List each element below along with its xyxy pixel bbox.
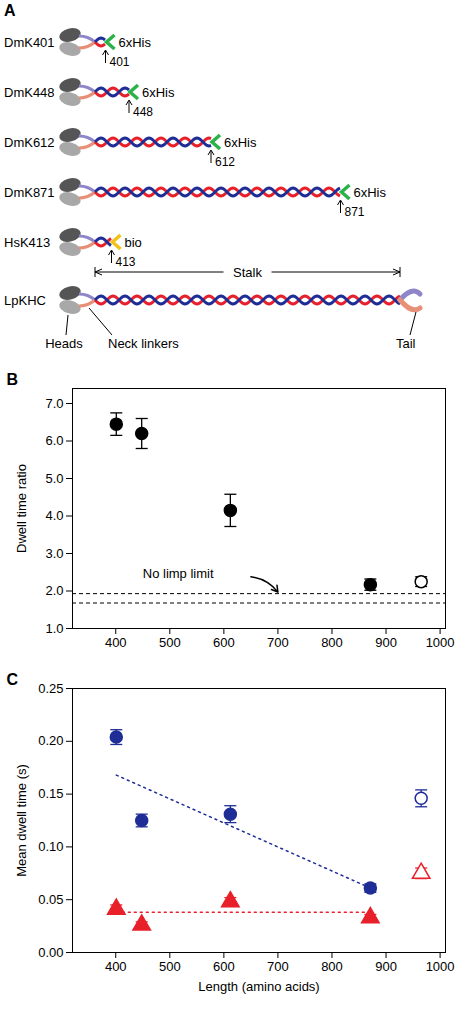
svg-text:0.00: 0.00 bbox=[38, 945, 63, 960]
svg-text:2.0: 2.0 bbox=[45, 583, 63, 598]
svg-text:6.0: 6.0 bbox=[45, 433, 63, 448]
svg-text:3.0: 3.0 bbox=[45, 546, 63, 561]
svg-text:448: 448 bbox=[133, 105, 153, 119]
svg-text:612: 612 bbox=[215, 155, 235, 169]
svg-text:7.0: 7.0 bbox=[45, 396, 63, 411]
svg-text:800: 800 bbox=[321, 959, 343, 974]
svg-text:700: 700 bbox=[267, 635, 289, 650]
svg-text:Tail: Tail bbox=[396, 336, 416, 351]
svg-text:0.20: 0.20 bbox=[38, 733, 63, 748]
svg-text:0.25: 0.25 bbox=[38, 681, 63, 696]
svg-text:5.0: 5.0 bbox=[45, 471, 63, 486]
svg-text:400: 400 bbox=[105, 959, 127, 974]
svg-text:DmK871: DmK871 bbox=[4, 185, 55, 200]
svg-text:Heads: Heads bbox=[45, 336, 83, 351]
svg-text:900: 900 bbox=[375, 959, 397, 974]
svg-text:4.0: 4.0 bbox=[45, 508, 63, 523]
svg-text:0.15: 0.15 bbox=[38, 786, 63, 801]
svg-text:400: 400 bbox=[105, 635, 127, 650]
svg-text:No limp limit: No limp limit bbox=[143, 566, 214, 581]
svg-text:413: 413 bbox=[116, 255, 136, 269]
svg-text:1000: 1000 bbox=[426, 635, 455, 650]
svg-text:LpKHC: LpKHC bbox=[4, 293, 46, 308]
svg-text:Dwell time ratio: Dwell time ratio bbox=[14, 464, 29, 553]
svg-text:700: 700 bbox=[267, 959, 289, 974]
svg-text:B: B bbox=[7, 371, 19, 388]
svg-text:500: 500 bbox=[159, 635, 181, 650]
svg-text:A: A bbox=[4, 2, 16, 19]
svg-text:1000: 1000 bbox=[426, 959, 455, 974]
svg-text:HsK413: HsK413 bbox=[4, 235, 50, 250]
svg-text:bio: bio bbox=[125, 235, 142, 250]
svg-text:0.05: 0.05 bbox=[38, 892, 63, 907]
svg-text:900: 900 bbox=[375, 635, 397, 650]
svg-text:871: 871 bbox=[345, 205, 365, 219]
svg-text:Stalk: Stalk bbox=[233, 265, 262, 280]
svg-text:DmK401: DmK401 bbox=[4, 35, 55, 50]
svg-text:401: 401 bbox=[110, 55, 130, 69]
svg-text:Neck linkers: Neck linkers bbox=[108, 336, 179, 351]
svg-text:500: 500 bbox=[159, 959, 181, 974]
svg-text:Length (amino acids): Length (amino acids) bbox=[198, 979, 319, 994]
svg-text:Mean dwell time (s): Mean dwell time (s) bbox=[14, 764, 29, 877]
svg-text:600: 600 bbox=[213, 959, 235, 974]
svg-text:0.10: 0.10 bbox=[38, 839, 63, 854]
svg-text:600: 600 bbox=[213, 635, 235, 650]
svg-text:800: 800 bbox=[321, 635, 343, 650]
svg-text:DmK448: DmK448 bbox=[4, 85, 55, 100]
svg-text:1.0: 1.0 bbox=[45, 621, 63, 636]
svg-text:DmK612: DmK612 bbox=[4, 135, 55, 150]
svg-text:C: C bbox=[7, 671, 19, 688]
svg-text:6xHis: 6xHis bbox=[119, 35, 152, 50]
svg-text:6xHis: 6xHis bbox=[354, 185, 387, 200]
svg-text:6xHis: 6xHis bbox=[142, 85, 175, 100]
svg-text:6xHis: 6xHis bbox=[224, 135, 257, 150]
